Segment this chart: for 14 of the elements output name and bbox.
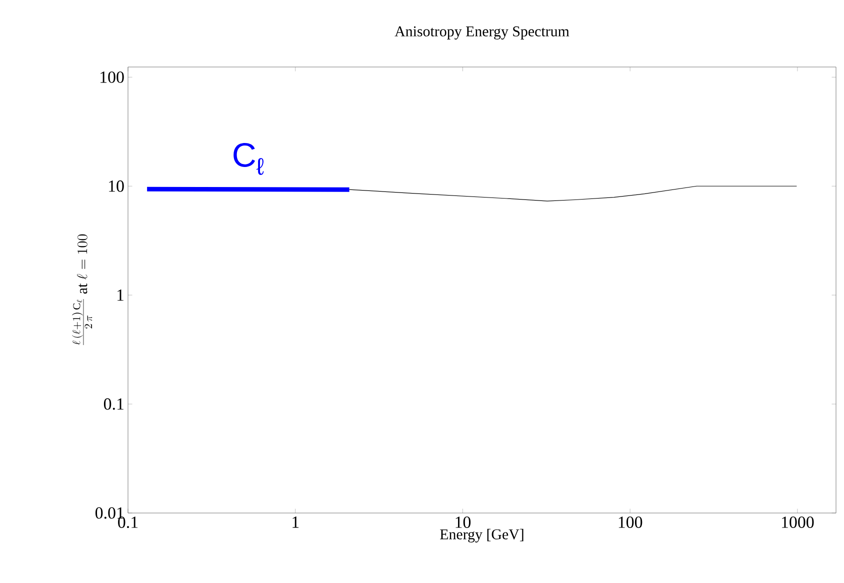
y-tick-label: 0.01 [95, 507, 124, 519]
x-axis-title: Energy [GeV] [440, 528, 524, 542]
x-tick-label: 100 [618, 516, 642, 528]
x-tick-label: 1000 [782, 516, 814, 528]
y-axis-title: $\frac{\ell\,(\ell+1)\,\mathrm{C}_\ell}{2\,\pi}\ \mathrm{at}\ \ell = 100$ [72, 234, 92, 346]
y-tick-label: 100 [100, 71, 124, 83]
series-label: C$_{ℓ}$ [234, 142, 264, 175]
x-tick-label: 10 [456, 516, 471, 528]
y-tick-label: 10 [109, 180, 124, 192]
chart-title: Anisotropy Energy Spectrum [394, 26, 570, 40]
x-tick-label: 1 [292, 516, 299, 528]
x-tick-label: 0.1 [118, 516, 138, 528]
y-tick-label: 0.1 [104, 398, 124, 410]
y-tick-label: 1 [117, 289, 124, 301]
